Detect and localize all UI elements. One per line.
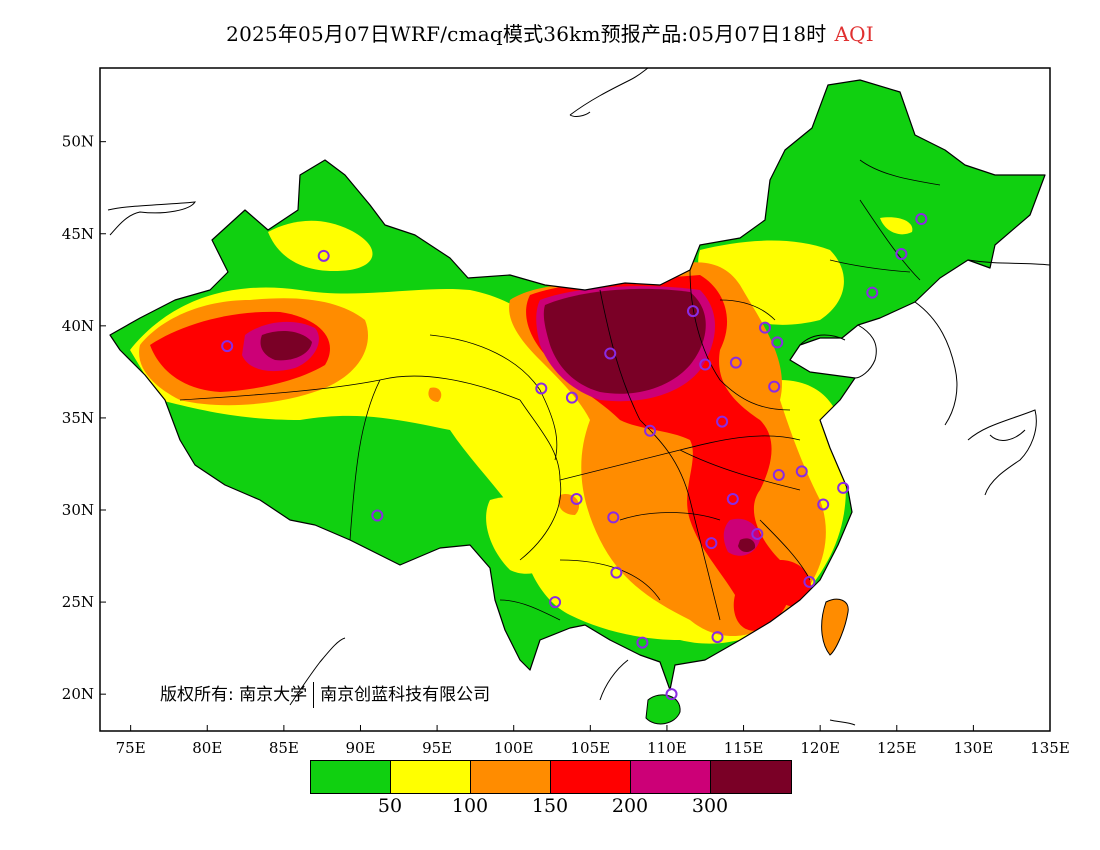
station-marker (644, 424, 657, 437)
station-marker (371, 509, 384, 522)
legend-swatch (711, 761, 791, 793)
station-marker (535, 382, 548, 395)
station-marker (317, 249, 330, 262)
station-marker (915, 213, 928, 226)
station-marker (895, 248, 908, 261)
lon-label: 80E (192, 739, 222, 757)
legend-label: 150 (531, 795, 569, 817)
legend-label: 200 (611, 795, 649, 817)
lon-label: 110E (647, 739, 687, 757)
legend-label: 100 (451, 795, 489, 817)
legend-label: 300 (691, 795, 729, 817)
copyright-right: 南京创蓝科技有限公司 (320, 685, 491, 705)
map-frame (99, 67, 1051, 732)
station-marker (221, 340, 234, 353)
legend-swatch (471, 761, 551, 793)
station-marker (607, 511, 620, 524)
latitude-axis: 50N 45N 40N 35N 30N 25N 20N (62, 133, 106, 703)
station-marker (705, 537, 718, 550)
monitoring-stations (221, 213, 928, 701)
lat-label: 35N (62, 409, 94, 427)
lon-label: 130E (954, 739, 994, 757)
station-marker (837, 481, 850, 494)
legend-swatch (551, 761, 631, 793)
lon-label: 105E (571, 739, 611, 757)
copyright-notice: 版权所有: 南京大学 南京创蓝科技有限公司 (160, 680, 490, 708)
lat-label: 30N (62, 501, 94, 519)
copyright-left: 版权所有: 南京大学 (160, 685, 308, 705)
lon-label: 90E (345, 739, 375, 757)
station-marker (866, 286, 879, 299)
station-marker (759, 321, 771, 334)
station-marker (795, 465, 808, 478)
station-marker (768, 380, 781, 393)
station-marker (772, 469, 785, 482)
station-marker (636, 636, 649, 649)
station-marker (803, 575, 816, 588)
station-marker (726, 492, 739, 505)
station-marker (751, 527, 764, 540)
legend-swatch (311, 761, 391, 793)
lon-label: 115E (724, 739, 764, 757)
lon-label: 135E (1030, 739, 1070, 757)
station-marker (716, 415, 729, 428)
station-marker (817, 498, 830, 511)
station-marker (711, 631, 724, 644)
legend-swatch (631, 761, 711, 793)
station-marker (604, 347, 617, 360)
aqi-color-legend (310, 760, 792, 794)
lon-label: 100E (494, 739, 534, 757)
lat-label: 40N (62, 317, 94, 335)
station-marker (610, 566, 623, 579)
station-marker (699, 358, 712, 371)
lat-label: 20N (62, 685, 94, 703)
station-marker (570, 492, 583, 505)
lat-label: 50N (62, 133, 94, 151)
longitude-axis: 75E 80E 85E 90E 95E 100E 105E 110E 115E 120E 125E 1… (116, 725, 1070, 757)
lon-label: 75E (116, 739, 146, 757)
legend-swatch (391, 761, 471, 793)
station-marker (565, 391, 578, 404)
lon-label: 95E (422, 739, 452, 757)
lat-label: 25N (62, 593, 94, 611)
copyright-divider (313, 682, 315, 708)
station-marker (771, 336, 784, 349)
station-marker (686, 305, 699, 318)
station-marker (665, 688, 678, 701)
station-marker (549, 596, 562, 609)
lon-label: 125E (877, 739, 917, 757)
map-title: 2025年05月07日WRF/cmaq模式36km预报产品:05月07日18时 A… (0, 18, 1100, 47)
lon-label: 85E (269, 739, 299, 757)
lat-label: 45N (62, 225, 94, 243)
lon-label: 120E (800, 739, 840, 757)
station-marker (729, 356, 742, 369)
title-variable: AQI (834, 22, 874, 46)
title-text: 2025年05月07日WRF/cmaq模式36km预报产品:05月07日18时 (226, 22, 827, 46)
legend-label: 50 (377, 795, 403, 817)
